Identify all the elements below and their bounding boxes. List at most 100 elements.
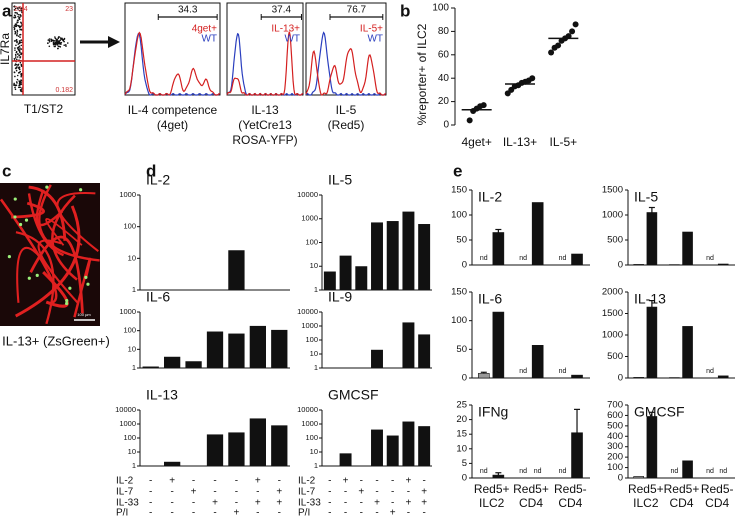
cell-dot (13, 40, 16, 42)
cell-dot (20, 53, 22, 56)
y-tick-label: 50 (456, 235, 467, 246)
x-tick-label: Red5+ (628, 482, 664, 496)
condition-mark: - (407, 508, 410, 519)
arrow-head (108, 36, 120, 48)
cell-dot (56, 38, 59, 41)
y-tick-label: 1 (314, 363, 318, 372)
condition-mark: + (212, 498, 218, 509)
cell-dot (15, 44, 17, 47)
cell-dot (14, 11, 17, 14)
plot-frame (226, 2, 304, 96)
cell-dot (66, 42, 69, 44)
data-point (480, 102, 487, 109)
x-axis-label: IL-13 (251, 103, 279, 117)
cell-dot (19, 14, 22, 16)
condition-mark: - (391, 476, 394, 487)
value-label: nd (706, 255, 714, 262)
green-cell (18, 222, 23, 227)
condition-mark: - (328, 508, 331, 519)
y-tick-label: 0 (462, 260, 467, 271)
bar (386, 435, 399, 466)
y-tick-label: 10000 (297, 307, 318, 316)
condition-mark: - (360, 508, 363, 519)
bar (339, 453, 352, 466)
chart-title: IL-2 (146, 172, 170, 188)
y-tick-label: 100 (607, 462, 623, 473)
y-tick-label: 1000 (119, 307, 136, 316)
cell-dot (51, 39, 53, 41)
cell-dot (18, 45, 21, 48)
y-tick-label: 20 (456, 414, 467, 425)
cell-dot (14, 30, 17, 33)
bar (646, 212, 658, 266)
histogram-curve (124, 32, 220, 96)
y-tick-label: 1 (132, 363, 136, 372)
chart-title: IL-6 (478, 291, 502, 307)
condition-mark: - (278, 476, 281, 487)
cell-dot (16, 21, 18, 23)
x-tick-label: CD4 (669, 496, 693, 510)
y-tick-label: 0 (462, 473, 467, 484)
x-tick-label: ILC2 (633, 496, 659, 510)
cell-dot (54, 36, 56, 38)
cell-dot (14, 57, 17, 59)
plot-frame (124, 2, 221, 96)
cell-dot (15, 51, 18, 54)
bar (418, 334, 431, 368)
legend-label: WT (284, 34, 300, 45)
cell-dot (13, 24, 16, 27)
y-tick-label: 50 (456, 344, 467, 355)
cell-dot (18, 18, 21, 21)
cell-dot (13, 82, 15, 85)
fiber (0, 198, 58, 304)
cell-dot (17, 24, 19, 27)
condition-mark: - (278, 508, 281, 519)
y-tick-label: 1 (132, 285, 136, 294)
cell-dot (56, 44, 59, 46)
bar (249, 325, 266, 368)
y-tick-label: 150 (451, 185, 467, 196)
cell-dot (15, 69, 18, 72)
y-tick-label: 0 (618, 260, 623, 271)
cell-dot (19, 70, 22, 73)
gate-value: 34.3 (178, 5, 198, 16)
condition-mark: - (149, 476, 152, 487)
y-tick-label: 100 (305, 335, 318, 344)
cell-dot (15, 24, 17, 26)
chart-title: IL-5 (634, 189, 658, 205)
legend-label: 4get+ (192, 24, 217, 35)
condition-mark: - (213, 508, 216, 519)
y-tick-label: 100 (123, 433, 136, 442)
y-tick-label: 1000 (301, 419, 318, 428)
y-tick-label: 200 (607, 452, 623, 463)
cell-dot (17, 15, 19, 18)
cell-dot (20, 7, 23, 9)
bar (682, 231, 693, 266)
x-tick-label: CD4 (558, 496, 582, 510)
cell-dot (19, 16, 21, 18)
x-axis-label: T1/ST2 (24, 102, 64, 116)
bar (228, 333, 245, 368)
cell-dot (20, 89, 23, 91)
cell-dot (18, 84, 20, 87)
bar (418, 224, 431, 290)
cell-dot (47, 39, 50, 41)
x-tick-label: Red5- (554, 482, 587, 496)
cell-dot (14, 86, 16, 89)
cell-dot (18, 54, 21, 57)
cell-dot (56, 40, 58, 42)
bar (271, 425, 288, 466)
bar (571, 253, 583, 266)
quadrant-value: 23 (65, 6, 73, 13)
cell-dot (16, 58, 18, 61)
green-cell (68, 286, 72, 290)
cell-dot (16, 32, 19, 34)
bar (402, 322, 415, 368)
condition-mark: - (328, 476, 331, 487)
cell-dot (54, 37, 57, 40)
x-axis-label: (Red5) (328, 118, 365, 132)
value-label: nd (519, 368, 527, 375)
y-tick-label: 0 (443, 120, 449, 131)
cell-dot (53, 45, 56, 48)
cell-dot (20, 63, 23, 66)
